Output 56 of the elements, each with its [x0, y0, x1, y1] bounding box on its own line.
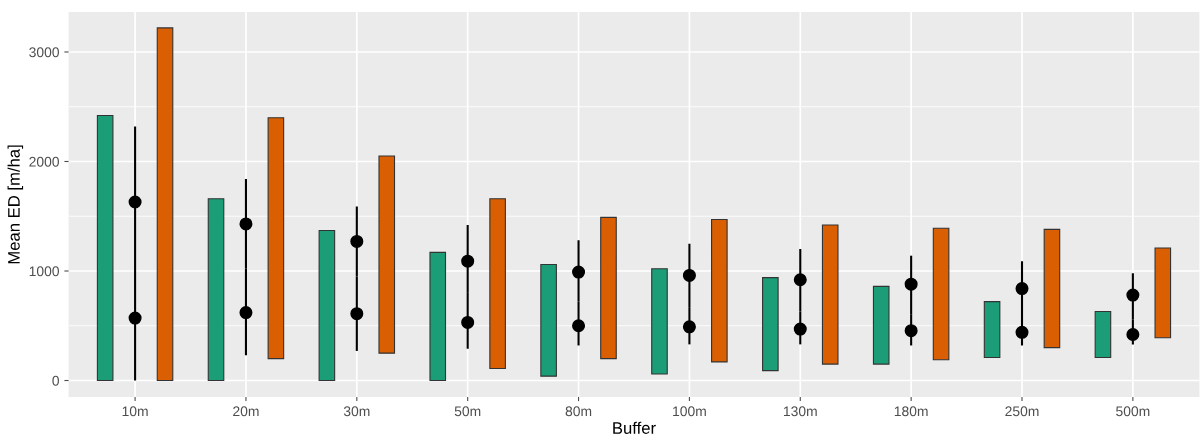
y-tick-label: 3000: [29, 47, 59, 58]
point: [461, 315, 475, 329]
x-tick-label: 30m: [343, 406, 370, 417]
point: [1126, 288, 1140, 302]
y-axis-title: Mean ED [m/ha]: [7, 145, 24, 264]
bar: [983, 301, 1001, 359]
bar: [872, 285, 890, 365]
bar: [378, 155, 396, 354]
point: [682, 320, 696, 334]
bar: [489, 198, 506, 370]
point: [904, 324, 918, 338]
bar: [207, 198, 225, 382]
point: [461, 254, 475, 268]
bar: [932, 227, 950, 361]
x-tick-label: 130m: [783, 406, 817, 417]
x-tick-label: 50m: [454, 406, 481, 417]
x-tick-label: 80m: [565, 406, 592, 417]
x-tick-label: 250m: [1005, 406, 1039, 417]
bar: [429, 251, 447, 382]
point: [793, 273, 807, 287]
x-tick-label: 180m: [894, 406, 928, 417]
point: [128, 195, 142, 209]
x-tick-label: 20m: [233, 406, 259, 417]
x-tick-label: 10m: [122, 406, 148, 417]
bar: [762, 277, 779, 372]
point: [1015, 282, 1029, 296]
point: [904, 277, 918, 291]
bar: [318, 229, 336, 382]
bar: [540, 263, 557, 377]
bar: [600, 216, 617, 360]
point: [350, 307, 364, 321]
point: [1015, 325, 1029, 339]
bar: [711, 218, 728, 363]
bar: [1043, 228, 1061, 349]
bar: [96, 114, 114, 382]
point: [239, 217, 253, 231]
y-tick-label: 2000: [29, 156, 59, 167]
bar: [821, 224, 839, 365]
x-tick-label: 500m: [1116, 406, 1150, 417]
bar: [267, 117, 285, 360]
x-tick-label: 100m: [673, 406, 706, 417]
point: [682, 268, 696, 282]
point: [793, 322, 807, 336]
point: [350, 234, 364, 248]
x-axis-title: Buffer: [613, 421, 656, 434]
point: [572, 265, 586, 279]
bar: [1154, 247, 1172, 339]
bar: [1094, 310, 1112, 359]
point: [239, 306, 253, 320]
y-tick-label: 0: [52, 375, 59, 386]
point: [128, 311, 142, 325]
y-tick-label: 1000: [29, 266, 59, 277]
point: [572, 319, 586, 333]
bar: [156, 27, 174, 382]
point: [1126, 328, 1140, 342]
bar: [651, 268, 668, 375]
